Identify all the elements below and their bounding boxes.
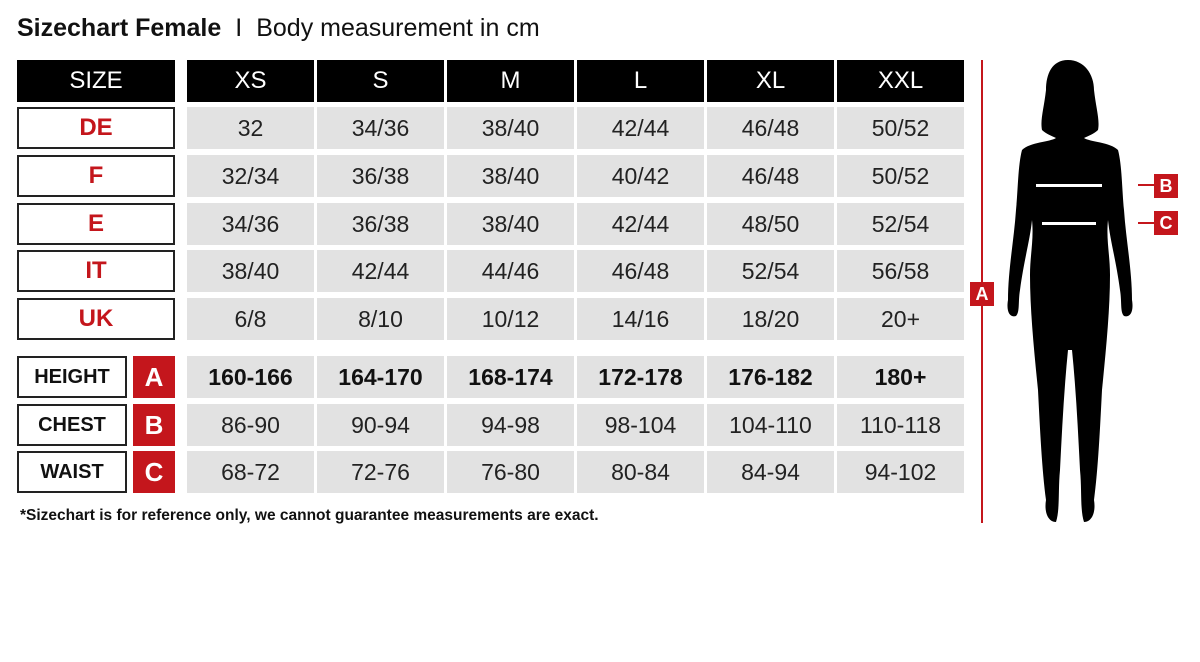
size-column-header: S bbox=[317, 60, 444, 102]
size-cell: 50/52 bbox=[837, 107, 964, 149]
size-cell: 48/50 bbox=[707, 203, 834, 245]
measurement-cell: 84-94 bbox=[707, 451, 834, 493]
measurement-cell: 180+ bbox=[837, 356, 964, 398]
size-cell: 34/36 bbox=[317, 107, 444, 149]
measurement-cell: 68-72 bbox=[187, 451, 314, 493]
page-title: Sizechart Female I Body measurement in cm bbox=[17, 14, 540, 43]
measurement-cell: 90-94 bbox=[317, 404, 444, 446]
country-label: E bbox=[17, 203, 175, 245]
size-column-header: L bbox=[577, 60, 704, 102]
measurement-cell: 164-170 bbox=[317, 356, 444, 398]
waist-tag: C bbox=[1154, 211, 1178, 235]
size-header: SIZE bbox=[17, 60, 175, 102]
measurement-cell: 80-84 bbox=[577, 451, 704, 493]
size-cell: 36/38 bbox=[317, 155, 444, 197]
measurement-cell: 86-90 bbox=[187, 404, 314, 446]
measurement-cell: 176-182 bbox=[707, 356, 834, 398]
chest-tag: B bbox=[1154, 174, 1178, 198]
woman-silhouette-icon bbox=[1007, 60, 1133, 522]
country-label: F bbox=[17, 155, 175, 197]
measurement-cell: 104-110 bbox=[707, 404, 834, 446]
size-cell: 8/10 bbox=[317, 298, 444, 340]
size-cell: 46/48 bbox=[577, 250, 704, 292]
measurement-cell: 94-98 bbox=[447, 404, 574, 446]
measurement-cell: 160-166 bbox=[187, 356, 314, 398]
size-cell: 34/36 bbox=[187, 203, 314, 245]
measurement-label: WAIST bbox=[17, 451, 127, 493]
size-cell: 6/8 bbox=[187, 298, 314, 340]
chest-band bbox=[1036, 184, 1102, 187]
size-cell: 52/54 bbox=[837, 203, 964, 245]
size-cell: 32/34 bbox=[187, 155, 314, 197]
size-cell: 44/46 bbox=[447, 250, 574, 292]
title-separator: I bbox=[235, 14, 243, 42]
size-cell: 10/12 bbox=[447, 298, 574, 340]
measurement-cell: 172-178 bbox=[577, 356, 704, 398]
size-column-header: XL bbox=[707, 60, 834, 102]
size-column-header: M bbox=[447, 60, 574, 102]
measurement-cell: 98-104 bbox=[577, 404, 704, 446]
title-bold: Sizechart Female bbox=[17, 14, 222, 42]
size-cell: 56/58 bbox=[837, 250, 964, 292]
size-cell: 14/16 bbox=[577, 298, 704, 340]
measurement-label: CHEST bbox=[17, 404, 127, 446]
size-cell: 38/40 bbox=[447, 155, 574, 197]
waist-band bbox=[1042, 222, 1096, 225]
measurement-letter: A bbox=[133, 356, 175, 398]
size-column-header: XXL bbox=[837, 60, 964, 102]
measurement-cell: 72-76 bbox=[317, 451, 444, 493]
measurement-letter: C bbox=[133, 451, 175, 493]
size-cell: 40/42 bbox=[577, 155, 704, 197]
size-cell: 42/44 bbox=[577, 107, 704, 149]
measurement-letter: B bbox=[133, 404, 175, 446]
size-cell: 20+ bbox=[837, 298, 964, 340]
size-cell: 18/20 bbox=[707, 298, 834, 340]
size-cell: 50/52 bbox=[837, 155, 964, 197]
size-cell: 38/40 bbox=[447, 107, 574, 149]
size-cell: 52/54 bbox=[707, 250, 834, 292]
size-cell: 38/40 bbox=[187, 250, 314, 292]
disclaimer-note: *Sizechart is for reference only, we can… bbox=[20, 507, 599, 524]
size-cell: 46/48 bbox=[707, 107, 834, 149]
measurement-cell: 110-118 bbox=[837, 404, 964, 446]
size-cell: 32 bbox=[187, 107, 314, 149]
size-cell: 42/44 bbox=[577, 203, 704, 245]
measurement-label: HEIGHT bbox=[17, 356, 127, 398]
height-tag: A bbox=[970, 282, 994, 306]
size-column-header: XS bbox=[187, 60, 314, 102]
measurement-cell: 94-102 bbox=[837, 451, 964, 493]
body-figure bbox=[981, 60, 1154, 523]
country-label: IT bbox=[17, 250, 175, 292]
title-subtitle: Body measurement in cm bbox=[256, 14, 540, 42]
size-cell: 38/40 bbox=[447, 203, 574, 245]
measurement-cell: 168-174 bbox=[447, 356, 574, 398]
country-label: UK bbox=[17, 298, 175, 340]
size-cell: 42/44 bbox=[317, 250, 444, 292]
measurement-cell: 76-80 bbox=[447, 451, 574, 493]
size-cell: 36/38 bbox=[317, 203, 444, 245]
country-label: DE bbox=[17, 107, 175, 149]
size-cell: 46/48 bbox=[707, 155, 834, 197]
